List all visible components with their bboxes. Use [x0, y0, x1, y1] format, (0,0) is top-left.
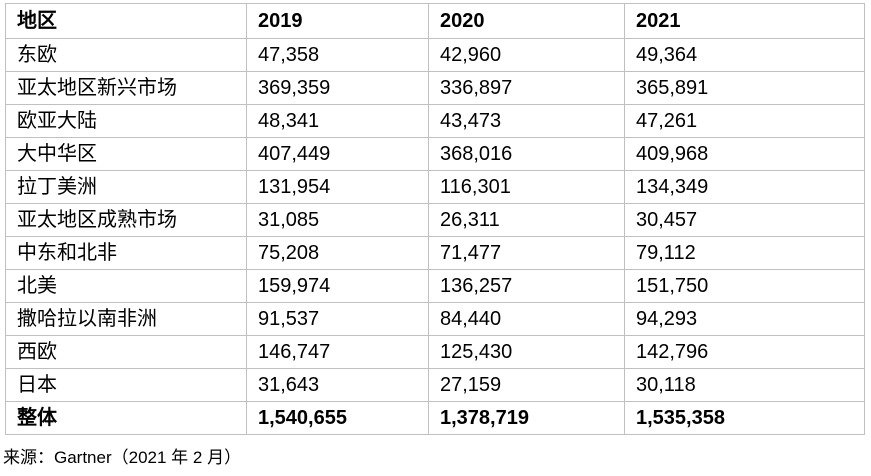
table-row: 东欧 47,358 42,960 49,364: [5, 38, 865, 72]
value-2019: 31,085: [246, 203, 429, 237]
region-label: 西欧: [5, 335, 247, 369]
value-2021: 30,118: [624, 368, 865, 402]
table-row: 西欧 146,747 125,430 142,796: [5, 335, 865, 369]
table-row: 日本 31,643 27,159 30,118: [5, 368, 865, 402]
value-2019: 75,208: [246, 236, 429, 270]
value-2019: 407,449: [246, 137, 429, 171]
value-2021: 134,349: [624, 170, 865, 204]
table-row: 中东和北非 75,208 71,477 79,112: [5, 236, 865, 270]
value-2021: 94,293: [624, 302, 865, 336]
value-2019: 131,954: [246, 170, 429, 204]
table-header-row: 地区 2019 2020 2021: [5, 3, 865, 39]
table-row: 拉丁美洲 131,954 116,301 134,349: [5, 170, 865, 204]
table-row: 亚太地区新兴市场 369,359 336,897 365,891: [5, 71, 865, 105]
region-label: 中东和北非: [5, 236, 247, 270]
region-label: 拉丁美洲: [5, 170, 247, 204]
value-2019: 369,359: [246, 71, 429, 105]
value-2021: 47,261: [624, 104, 865, 138]
value-2019: 48,341: [246, 104, 429, 138]
value-2021: 365,891: [624, 71, 865, 105]
value-2020: 368,016: [428, 137, 625, 171]
region-label: 欧亚大陆: [5, 104, 247, 138]
table-row: 大中华区 407,449 368,016 409,968: [5, 137, 865, 171]
value-2020: 84,440: [428, 302, 625, 336]
value-2020-total: 1,378,719: [428, 401, 625, 435]
value-2021: 49,364: [624, 38, 865, 72]
region-label: 撒哈拉以南非洲: [5, 302, 247, 336]
table-row-total: 整体 1,540,655 1,378,719 1,535,358: [5, 401, 865, 435]
source-note: 来源：Gartner（2021 年 2 月）: [3, 448, 242, 467]
value-2021: 409,968: [624, 137, 865, 171]
value-2020: 27,159: [428, 368, 625, 402]
value-2019: 31,643: [246, 368, 429, 402]
region-label: 东欧: [5, 38, 247, 72]
value-2020: 43,473: [428, 104, 625, 138]
table-row: 欧亚大陆 48,341 43,473 47,261: [5, 104, 865, 138]
region-label: 北美: [5, 269, 247, 303]
value-2021-total: 1,535,358: [624, 401, 865, 435]
value-2019: 159,974: [246, 269, 429, 303]
column-header-2021: 2021: [624, 3, 865, 39]
value-2021: 79,112: [624, 236, 865, 270]
value-2020: 71,477: [428, 236, 625, 270]
region-label-total: 整体: [5, 401, 247, 435]
region-label: 大中华区: [5, 137, 247, 171]
table-row: 撒哈拉以南非洲 91,537 84,440 94,293: [5, 302, 865, 336]
table-header: 地区 2019 2020 2021: [5, 3, 865, 39]
value-2019-total: 1,540,655: [246, 401, 429, 435]
value-2019: 146,747: [246, 335, 429, 369]
table-body: 东欧 47,358 42,960 49,364 亚太地区新兴市场 369,359…: [5, 38, 865, 435]
regions-shipments-table: 地区 2019 2020 2021 东欧 47,358 42,960 49,36…: [5, 3, 865, 435]
value-2019: 91,537: [246, 302, 429, 336]
value-2020: 136,257: [428, 269, 625, 303]
value-2020: 42,960: [428, 38, 625, 72]
column-header-region: 地区: [5, 3, 247, 39]
column-header-2020: 2020: [428, 3, 625, 39]
column-header-2019: 2019: [246, 3, 429, 39]
value-2021: 30,457: [624, 203, 865, 237]
region-label: 日本: [5, 368, 247, 402]
value-2021: 151,750: [624, 269, 865, 303]
value-2019: 47,358: [246, 38, 429, 72]
value-2020: 26,311: [428, 203, 625, 237]
table-row: 北美 159,974 136,257 151,750: [5, 269, 865, 303]
region-label: 亚太地区成熟市场: [5, 203, 247, 237]
value-2020: 125,430: [428, 335, 625, 369]
region-label: 亚太地区新兴市场: [5, 71, 247, 105]
table-row: 亚太地区成熟市场 31,085 26,311 30,457: [5, 203, 865, 237]
value-2020: 336,897: [428, 71, 625, 105]
value-2020: 116,301: [428, 170, 625, 204]
value-2021: 142,796: [624, 335, 865, 369]
